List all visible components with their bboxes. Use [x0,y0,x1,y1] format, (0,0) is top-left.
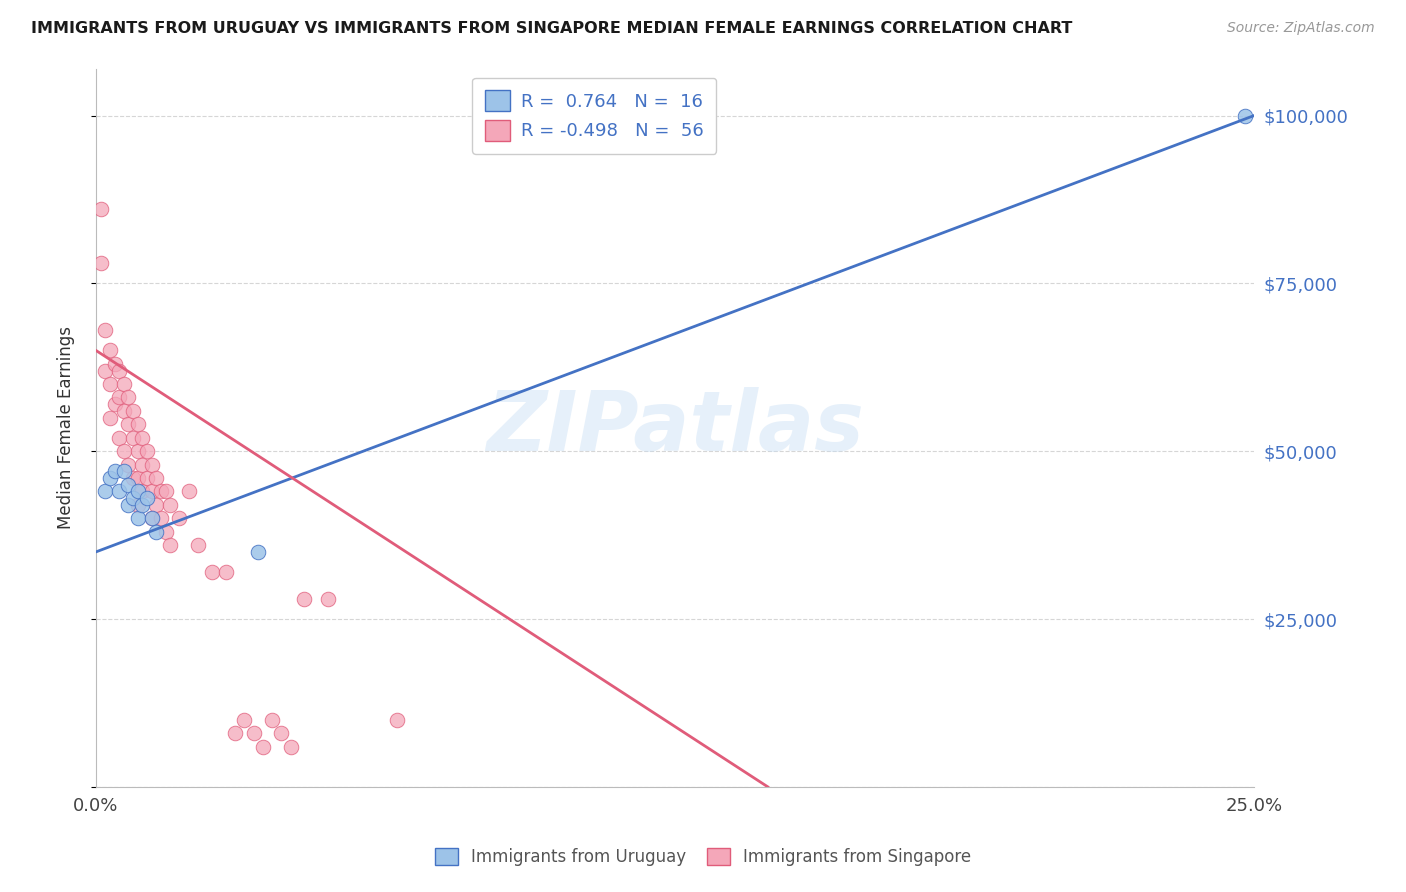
Point [122,404,145,418]
Point [252,739,274,754]
Point [149,511,172,525]
Point [131,498,153,512]
Point [127,511,149,525]
Point [270,726,292,740]
Legend: Immigrants from Uruguay, Immigrants from Singapore: Immigrants from Uruguay, Immigrants from… [427,841,979,873]
Point [103,464,125,478]
Point [127,444,149,458]
Point [385,713,408,727]
Point [141,484,163,499]
Point [136,444,159,458]
Point [117,477,139,491]
Point [108,363,131,377]
Text: Source: ZipAtlas.com: Source: ZipAtlas.com [1227,21,1375,35]
Point [233,713,256,727]
Point [215,565,238,579]
Point [242,726,264,740]
Point [145,471,167,485]
Point [94,363,117,377]
Point [141,511,163,525]
Point [145,524,167,539]
Point [108,484,131,499]
Point [131,484,153,499]
Point [112,444,135,458]
Point [316,591,339,606]
Point [117,458,139,472]
Point [177,484,200,499]
Text: ZIPatlas: ZIPatlas [486,387,865,468]
Text: IMMIGRANTS FROM URUGUAY VS IMMIGRANTS FROM SINGAPORE MEDIAN FEMALE EARNINGS CORR: IMMIGRANTS FROM URUGUAY VS IMMIGRANTS FR… [31,21,1073,36]
Point [131,431,153,445]
Point [127,498,149,512]
Point [122,431,145,445]
Point [90,256,112,270]
Point [294,591,316,606]
Point [280,739,302,754]
Point [159,498,181,512]
Point [98,410,121,425]
Point [131,458,153,472]
Point [112,404,135,418]
Point [112,377,135,392]
Point [122,491,145,505]
Point [108,391,131,405]
Point [117,417,139,432]
Point [169,511,191,525]
Y-axis label: Median Female Earnings: Median Female Earnings [58,326,75,529]
Point [103,397,125,411]
Point [141,511,163,525]
Point [98,343,121,358]
Point [159,538,181,552]
Point [262,713,284,727]
Point [136,491,159,505]
Point [94,323,117,337]
Point [1233,108,1256,122]
Point [201,565,224,579]
Point [108,431,131,445]
Point [117,391,139,405]
Point [155,484,177,499]
Point [247,545,270,559]
Point [224,726,246,740]
Point [145,498,167,512]
Legend: R =  0.764   N =  16, R = -0.498   N =  56: R = 0.764 N = 16, R = -0.498 N = 56 [472,78,716,153]
Point [141,458,163,472]
Point [90,202,112,217]
Point [122,471,145,485]
Point [103,357,125,371]
Point [94,484,117,499]
Point [136,471,159,485]
Point [127,417,149,432]
Point [98,377,121,392]
Point [149,484,172,499]
Point [187,538,209,552]
Point [112,464,135,478]
Point [127,484,149,499]
Point [98,471,121,485]
Point [155,524,177,539]
Point [117,498,139,512]
Point [127,471,149,485]
